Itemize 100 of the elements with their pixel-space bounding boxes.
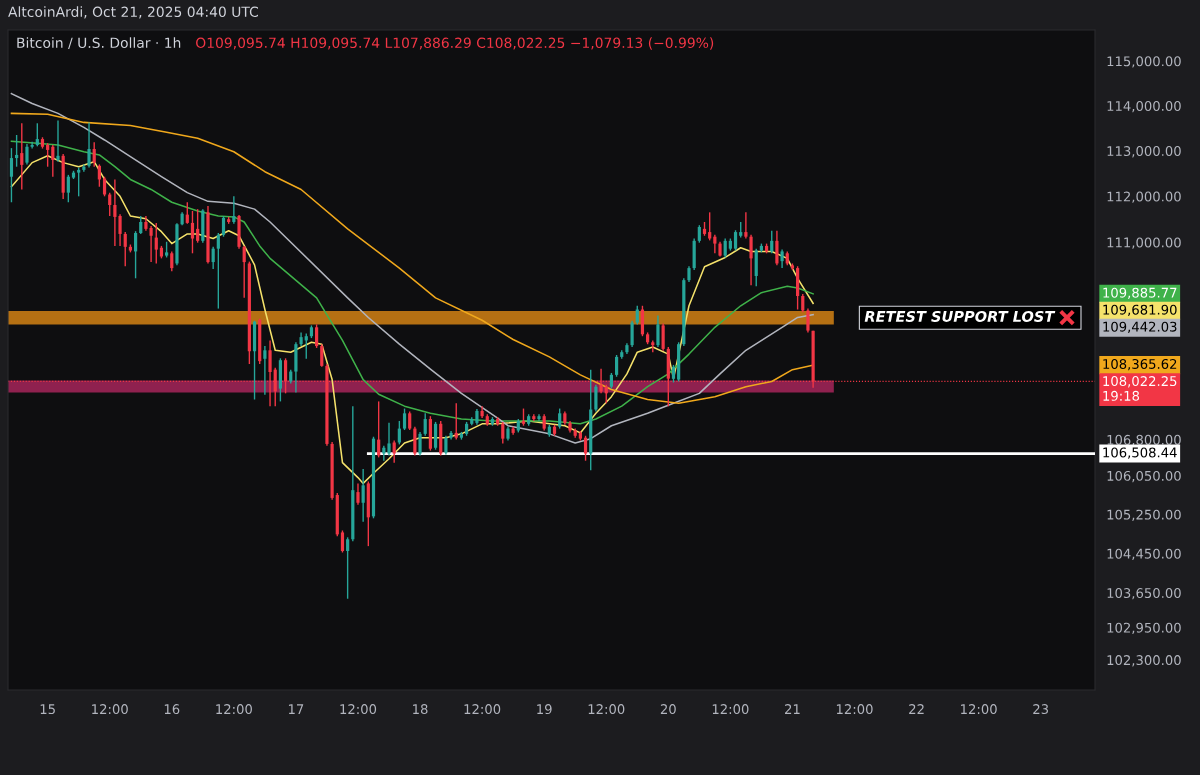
candlestick	[558, 407, 562, 430]
text: 109,442.03	[1103, 321, 1177, 334]
candlestick	[656, 314, 660, 348]
candlestick	[418, 431, 422, 457]
candlestick	[56, 119, 60, 163]
candlestick	[133, 230, 138, 279]
candlestick	[170, 250, 174, 273]
candlestick	[221, 215, 226, 238]
x-tick-label: 12:00	[961, 704, 997, 715]
candlestick	[77, 166, 81, 198]
x-tick-label: 12:00	[216, 704, 252, 715]
candlestick	[185, 201, 189, 225]
candlestick	[242, 245, 246, 299]
candlestick	[30, 141, 34, 150]
candlestick	[320, 343, 324, 368]
text: 109,885.77	[1103, 287, 1177, 300]
candlestick	[92, 141, 96, 168]
x-tick-label: 12:00	[712, 704, 749, 715]
candlestick	[346, 536, 350, 600]
candlestick	[20, 122, 24, 191]
candlestick	[46, 142, 50, 168]
candlestick	[806, 307, 810, 334]
candlestick	[25, 143, 29, 166]
text: 108,365.62	[1103, 358, 1177, 371]
line-series	[10, 92, 814, 444]
candlestick	[635, 305, 639, 326]
x-tick-label: 12:00	[464, 704, 501, 715]
y-tick-label: 114,000.00	[1107, 100, 1181, 113]
candlestick	[594, 384, 598, 413]
candlestick	[408, 410, 412, 431]
candlestick	[423, 412, 427, 437]
candlestick	[744, 211, 748, 240]
y-tick-label: 111,000.00	[1107, 237, 1181, 249]
candlestick	[216, 232, 220, 310]
candlestick	[392, 439, 396, 464]
candlestick	[154, 222, 158, 265]
candlestick	[315, 323, 319, 349]
ref-line-label: 108,022.25 19:18	[1103, 376, 1177, 401]
x-tick-label: 12:00	[340, 704, 377, 715]
candlestick	[775, 230, 779, 267]
x-tick-label: 20	[660, 704, 676, 715]
candlestick	[356, 482, 360, 506]
y-tick-label: 112,000.00	[1107, 191, 1181, 203]
candlestick	[87, 121, 91, 169]
y-tick-label: 104,450.00	[1107, 548, 1181, 561]
candlestick	[402, 407, 407, 431]
x-tick-label: 12:00	[836, 704, 873, 715]
line-series	[10, 140, 814, 425]
candlestick	[780, 248, 784, 269]
candlestick	[211, 246, 215, 270]
candlestick	[66, 174, 70, 203]
candlestick	[723, 237, 727, 259]
y-tick-label: 113,000.00	[1107, 146, 1181, 158]
candlestick	[630, 320, 634, 348]
x-tick-label: 23	[1033, 704, 1049, 715]
candlestick	[444, 435, 448, 456]
candlestick	[35, 122, 39, 148]
chart-subtitle: O109,095.74 H109,095.74 L107,886.29 C108,022.25 −1,079.13 (−0.99%)	[196, 37, 714, 50]
y-tick-label: 105,250.00	[1107, 509, 1181, 521]
x-tick-label: 19	[537, 704, 552, 715]
candlestick	[15, 134, 19, 168]
data-label: 106,508.44	[1103, 447, 1177, 459]
annotation: RETEST SUPPORT LOST	[864, 310, 1056, 322]
candlestick	[190, 210, 195, 254]
candlestick	[433, 421, 438, 451]
candlestick	[196, 208, 200, 244]
x-tick-label: 22	[909, 704, 924, 714]
candlestick	[263, 345, 267, 396]
candlestick	[108, 191, 112, 217]
candlestick	[454, 402, 458, 441]
candlestick	[361, 468, 365, 523]
y-tick-label: 102,950.00	[1107, 622, 1181, 635]
line-series	[10, 112, 814, 405]
text: AltcoinArdi, Oct 21, 2025 04:40 UTC	[8, 6, 258, 19]
candlestick	[123, 231, 127, 267]
candlestick	[733, 229, 738, 252]
y-tick-label: 115,000.00	[1107, 56, 1181, 68]
x-tick-label: 18	[413, 704, 428, 715]
candlestick	[387, 422, 391, 457]
y-tick-label: 106,800.00	[1107, 434, 1181, 447]
text: 109,681.90	[1103, 304, 1177, 317]
candlestick	[51, 144, 55, 178]
candlestick	[9, 147, 14, 203]
x-tick-label: 16	[164, 704, 180, 715]
x-tick-label: 12:00	[588, 704, 625, 715]
x-tick-label: 17	[288, 704, 304, 714]
y-tick-label: 106,050.00	[1107, 470, 1181, 483]
candlestick	[501, 421, 505, 445]
x-tick-label: 21	[785, 704, 800, 714]
candlestick	[340, 529, 345, 554]
candlestick	[801, 293, 805, 314]
candlestick	[661, 322, 665, 352]
candlestick	[113, 178, 117, 247]
candlestick	[82, 163, 86, 173]
y-tick-label: 102,300.00	[1107, 655, 1181, 667]
candlestick	[749, 234, 753, 286]
candlestick	[232, 195, 236, 225]
x-tick-label: 12:00	[92, 704, 128, 715]
candlestick	[713, 234, 717, 254]
candlestick	[118, 213, 122, 247]
